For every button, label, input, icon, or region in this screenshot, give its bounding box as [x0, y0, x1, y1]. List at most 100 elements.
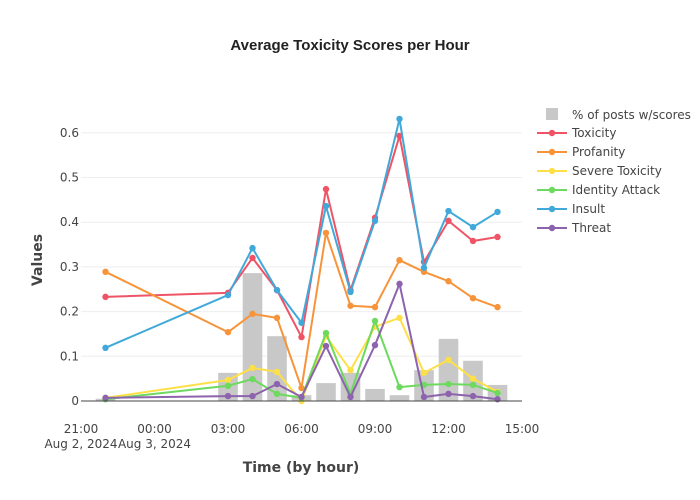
data-point — [273, 286, 281, 294]
data-point — [347, 393, 354, 401]
y-tick-label: 0.2 — [60, 305, 79, 319]
data-point — [469, 237, 477, 245]
y-tick-label: 0.1 — [60, 349, 79, 363]
bar — [438, 338, 459, 401]
data-point — [298, 333, 305, 341]
data-point — [445, 390, 452, 398]
x-tick-label: 15:00 — [505, 422, 540, 436]
series-insult — [102, 115, 501, 352]
data-point — [249, 310, 256, 318]
data-point — [347, 288, 354, 296]
data-point — [273, 390, 281, 398]
y-tick-labels: 0 0.1 0.2 0.3 0.4 0.5 0.6 — [60, 126, 79, 408]
legend-item-posts: % of posts w/scores — [546, 108, 691, 122]
y-axis-label: Values — [30, 234, 46, 286]
data-point — [469, 392, 477, 400]
legend-label: % of posts w/scores — [572, 108, 691, 122]
legend-item-profanity: Profanity — [537, 145, 625, 159]
x-tick-label: 00:00 — [137, 422, 172, 436]
data-point — [420, 264, 428, 271]
data-point — [224, 328, 232, 336]
legend[interactable]: % of posts w/scores Toxicity Profanity Seve… — [537, 108, 691, 235]
data-point — [396, 314, 403, 322]
data-point — [249, 244, 256, 252]
x-tick-sublabel: Aug 3, 2024 — [118, 437, 191, 451]
x-tick-label: 21:00 — [64, 422, 99, 436]
legend-marker — [548, 205, 556, 213]
x-tick-label: 06:00 — [284, 422, 319, 436]
data-point — [322, 185, 330, 193]
data-point — [494, 389, 501, 397]
series-toxicity — [102, 132, 501, 341]
data-point — [224, 382, 232, 390]
data-point — [445, 380, 452, 388]
data-point — [249, 375, 256, 383]
data-point — [224, 291, 232, 299]
data-point — [420, 393, 428, 401]
data-point — [469, 381, 477, 389]
chart-title: Average Toxicity Scores per Hour — [230, 37, 469, 54]
data-point — [273, 314, 281, 322]
y-tick-label: 0.4 — [60, 215, 79, 229]
legend-marker — [548, 148, 556, 156]
data-point — [396, 280, 403, 288]
y-tick-label: 0.5 — [60, 171, 79, 185]
data-point — [396, 256, 403, 264]
bar — [267, 336, 287, 401]
data-point — [322, 202, 330, 210]
data-point — [102, 344, 109, 352]
series-threat — [102, 280, 501, 403]
legend-item-identity-attack: Identity Attack — [537, 183, 660, 197]
data-point — [298, 319, 305, 326]
data-point — [273, 368, 281, 376]
legend-marker — [548, 224, 556, 232]
x-tick-label: 12:00 — [431, 422, 466, 436]
x-axis-label: Time (by hour) — [243, 460, 360, 476]
data-point — [494, 208, 501, 216]
legend-item-threat: Threat — [537, 221, 611, 235]
data-point — [494, 233, 501, 241]
series-line — [105, 117, 499, 349]
y-tick-label: 0 — [71, 394, 79, 408]
data-point — [396, 115, 403, 123]
legend-marker — [548, 186, 556, 194]
x-tick-label: 09:00 — [358, 422, 393, 436]
data-point — [371, 217, 379, 225]
data-point — [298, 384, 305, 392]
data-point — [102, 293, 109, 301]
data-point — [469, 375, 477, 382]
legend-label: Insult — [572, 202, 605, 216]
data-point — [445, 278, 452, 285]
data-point — [249, 392, 256, 400]
legend-label: Profanity — [572, 145, 625, 159]
data-point — [249, 364, 256, 372]
data-point — [322, 229, 330, 237]
y-tick-label: 0.6 — [60, 126, 79, 140]
legend-label: Severe Toxicity — [572, 164, 662, 178]
legend-marker — [548, 129, 556, 137]
series-line — [105, 134, 498, 339]
data-point — [273, 380, 281, 388]
data-point — [371, 303, 379, 311]
data-point — [420, 369, 428, 377]
data-point — [102, 268, 109, 276]
series-profanity — [102, 229, 501, 392]
data-point — [298, 393, 305, 401]
bar — [316, 383, 336, 401]
data-point — [371, 317, 379, 325]
legend-label: Identity Attack — [572, 183, 660, 197]
legend-item-insult: Insult — [537, 202, 605, 216]
data-point — [224, 376, 232, 384]
x-tick-label: 03:00 — [211, 422, 246, 436]
x-tick-sublabel: Aug 2, 2024 — [44, 437, 117, 451]
legend-item-toxicity: Toxicity — [537, 126, 616, 140]
y-tick-label: 0.3 — [60, 260, 79, 274]
legend-label: Threat — [571, 221, 611, 235]
legend-item-severe-toxicity: Severe Toxicity — [537, 164, 662, 178]
data-point — [322, 342, 330, 350]
bar — [389, 395, 410, 401]
data-point — [347, 302, 354, 309]
data-point — [445, 207, 452, 215]
